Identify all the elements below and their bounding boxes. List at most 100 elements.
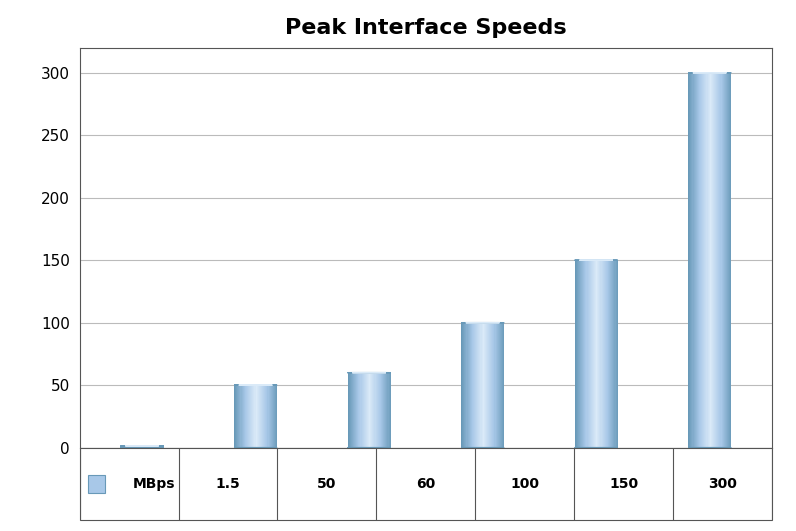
Bar bbox=[713, 73, 714, 448]
Bar bbox=[714, 73, 715, 448]
Bar bbox=[120, 446, 122, 448]
Bar bbox=[261, 385, 262, 448]
Bar bbox=[246, 385, 247, 448]
Bar bbox=[723, 73, 724, 448]
Bar bbox=[377, 373, 378, 448]
Bar bbox=[577, 260, 578, 448]
Bar bbox=[271, 385, 273, 448]
Bar bbox=[689, 73, 690, 448]
Bar bbox=[701, 73, 702, 448]
Bar bbox=[615, 260, 617, 448]
Bar bbox=[706, 73, 708, 448]
Bar bbox=[162, 446, 164, 448]
Bar bbox=[249, 385, 250, 448]
Bar bbox=[484, 323, 485, 448]
Bar bbox=[721, 73, 723, 448]
Bar bbox=[479, 323, 481, 448]
Bar bbox=[727, 73, 728, 448]
Bar bbox=[378, 373, 379, 448]
Bar bbox=[486, 323, 487, 448]
Bar bbox=[385, 373, 386, 448]
Bar bbox=[237, 385, 238, 448]
Bar bbox=[263, 385, 264, 448]
Bar bbox=[247, 385, 248, 448]
Bar bbox=[485, 323, 486, 448]
Bar bbox=[274, 385, 275, 448]
Bar bbox=[354, 373, 355, 448]
Bar bbox=[152, 446, 153, 448]
Bar bbox=[238, 385, 240, 448]
Bar bbox=[596, 260, 597, 448]
Text: 50: 50 bbox=[318, 477, 337, 491]
Bar bbox=[358, 373, 359, 448]
Bar bbox=[705, 73, 706, 448]
Bar bbox=[720, 73, 721, 448]
Bar bbox=[156, 446, 157, 448]
Bar bbox=[348, 373, 349, 448]
Bar bbox=[463, 323, 464, 448]
Bar bbox=[236, 385, 237, 448]
Bar bbox=[273, 385, 274, 448]
Bar bbox=[581, 260, 582, 448]
Bar bbox=[617, 260, 618, 448]
Bar bbox=[607, 260, 608, 448]
Bar bbox=[478, 323, 479, 448]
Bar bbox=[384, 373, 385, 448]
Bar bbox=[125, 446, 126, 448]
Bar bbox=[488, 323, 489, 448]
Bar bbox=[729, 73, 730, 448]
Bar bbox=[250, 385, 252, 448]
Bar bbox=[381, 373, 382, 448]
Bar bbox=[461, 323, 462, 448]
Bar bbox=[726, 73, 727, 448]
Bar bbox=[248, 385, 249, 448]
Bar bbox=[699, 73, 700, 448]
Bar bbox=[578, 260, 579, 448]
Bar bbox=[499, 323, 500, 448]
Bar bbox=[704, 73, 705, 448]
Bar bbox=[356, 373, 357, 448]
Bar bbox=[262, 385, 263, 448]
Bar bbox=[597, 260, 599, 448]
Bar bbox=[730, 73, 732, 448]
Bar bbox=[487, 323, 488, 448]
Bar bbox=[150, 446, 152, 448]
Bar bbox=[365, 373, 366, 448]
Bar bbox=[700, 73, 701, 448]
Bar bbox=[382, 373, 383, 448]
Bar bbox=[470, 323, 472, 448]
Bar bbox=[351, 373, 352, 448]
Bar bbox=[374, 373, 376, 448]
Bar bbox=[235, 385, 236, 448]
Bar bbox=[710, 73, 711, 448]
Bar bbox=[352, 373, 353, 448]
Bar bbox=[258, 385, 259, 448]
Bar bbox=[252, 385, 253, 448]
Bar bbox=[718, 73, 720, 448]
Bar bbox=[146, 446, 147, 448]
Bar bbox=[155, 446, 156, 448]
Bar bbox=[142, 446, 143, 448]
Bar bbox=[259, 385, 261, 448]
Bar bbox=[389, 373, 391, 448]
Bar bbox=[490, 323, 491, 448]
Bar bbox=[368, 373, 369, 448]
Bar bbox=[256, 385, 258, 448]
Bar bbox=[715, 73, 716, 448]
Bar bbox=[712, 73, 713, 448]
Bar bbox=[493, 323, 494, 448]
Bar bbox=[602, 260, 603, 448]
Bar bbox=[695, 73, 696, 448]
Bar bbox=[491, 323, 493, 448]
Bar bbox=[584, 260, 585, 448]
Bar bbox=[357, 373, 358, 448]
FancyBboxPatch shape bbox=[88, 475, 105, 493]
Bar bbox=[585, 260, 587, 448]
Bar bbox=[367, 373, 368, 448]
Bar bbox=[244, 385, 245, 448]
Bar bbox=[123, 446, 125, 448]
Bar bbox=[606, 260, 607, 448]
Bar bbox=[128, 446, 129, 448]
Bar bbox=[614, 260, 615, 448]
Bar bbox=[349, 373, 351, 448]
